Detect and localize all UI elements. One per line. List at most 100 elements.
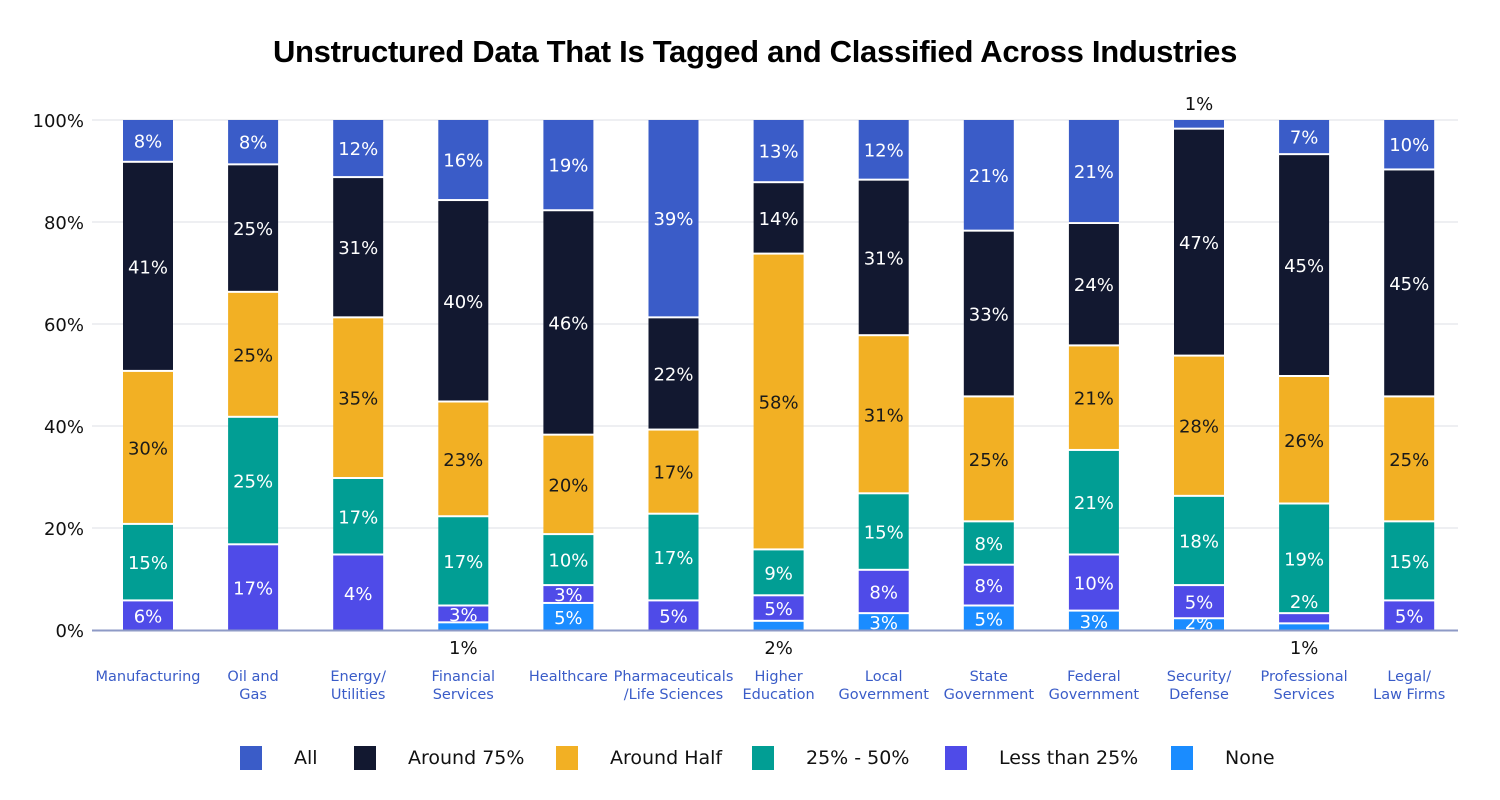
data-label: 5% [1395, 607, 1424, 628]
x-tick-label: Services [1274, 687, 1335, 703]
bar-segment-around-75- [1279, 155, 1330, 375]
data-label: 10% [1389, 135, 1429, 156]
bar-stack: 5% 17% 17% 22% 39% [648, 120, 699, 630]
data-label: 8% [975, 576, 1004, 597]
bar-segment-25-50- [1384, 522, 1435, 600]
bar-segment-around-half [333, 318, 384, 477]
data-label: 13% [759, 142, 799, 163]
bar-segment-around-half [1384, 397, 1435, 521]
bar-segment-less-than-25- [543, 586, 594, 602]
data-label: 10% [1074, 574, 1114, 595]
data-label: 4% [344, 584, 373, 605]
bar-segment-around-75- [333, 178, 384, 317]
data-label: 5% [1185, 593, 1214, 614]
data-label: 39% [653, 209, 693, 230]
bar-segment-around-75- [648, 318, 699, 429]
data-label: 21% [1074, 493, 1114, 514]
bar-segment-around-75- [963, 231, 1014, 396]
x-tick-label: Government [1049, 687, 1140, 703]
bar-segment-25-50- [1068, 450, 1119, 554]
data-label: 41% [128, 257, 168, 278]
data-label: 24% [1074, 275, 1114, 296]
data-label: 1% [1185, 94, 1214, 115]
legend-swatch [1171, 746, 1193, 770]
data-label: 25% [233, 472, 273, 493]
bar-segment-around-75- [1384, 170, 1435, 396]
legend-swatch [945, 746, 967, 770]
y-tick-label: 60% [44, 315, 84, 336]
legend-item: None [1171, 744, 1275, 772]
bar-segment-around-half [228, 292, 279, 416]
bar-segment-less-than-25- [1279, 614, 1330, 623]
bar-segment-around-half [963, 397, 1014, 521]
data-label: 3% [554, 585, 583, 606]
x-axis-labels: Manufacturing Oil and Gas Energy/Utilities F… [96, 669, 1446, 703]
x-tick-label: Utilities [331, 687, 386, 703]
x-tick-label: Law Firms [1373, 687, 1445, 703]
bar-segment-25-50- [438, 517, 489, 605]
legend-label: None [1225, 747, 1275, 769]
x-tick-label: Defense [1169, 687, 1229, 703]
data-label: 5% [659, 607, 688, 628]
x-tick-label: Government [838, 687, 929, 703]
x-tick-label: Pharmaceuticals [614, 669, 734, 685]
x-tick-label: Legal/ [1387, 669, 1431, 685]
bar-stack: 1% 3% 17% 23% 40% 16% [438, 120, 489, 659]
data-label: 19% [1284, 549, 1324, 570]
data-label: 17% [233, 579, 273, 600]
bar-segment-all [543, 120, 594, 210]
bar-segment-all [333, 120, 384, 177]
bar-segment-all [1068, 120, 1119, 222]
legend-item: Around Half [556, 744, 722, 772]
bar-stack: 17% 25% 25% 25% 8% [228, 120, 279, 630]
bar-segment-25-50- [123, 524, 173, 600]
bar-segment-around-half [1279, 377, 1330, 503]
bar-segment-none [858, 614, 909, 630]
bar-segment-less-than-25- [858, 570, 909, 613]
legend-item: Around 75% [354, 744, 524, 772]
bar-segment-less-than-25- [963, 565, 1014, 605]
data-label: 33% [969, 305, 1009, 326]
bar-segment-all [1384, 120, 1435, 169]
data-label: 3% [869, 613, 898, 634]
bar-segment-25-50- [1279, 504, 1330, 613]
data-label: 25% [1389, 450, 1429, 471]
data-label: 21% [1074, 162, 1114, 183]
data-label: 15% [128, 553, 168, 574]
data-label: 12% [338, 139, 378, 160]
x-tick-label: Education [742, 687, 814, 703]
x-tick-label: State [970, 669, 1008, 685]
legend-label: 25% - 50% [806, 747, 910, 769]
bar-segment-around-half [1068, 346, 1119, 449]
x-tick-label: Services [433, 687, 494, 703]
bar-stack: 3% 8% 15% 31% 31% 12% [858, 120, 909, 634]
bar-segment-25-50- [543, 535, 594, 585]
y-axis-ticks: 0% 20% 40% 60% 80% 100% [33, 111, 84, 642]
data-label: 25% [969, 450, 1009, 471]
data-label: 15% [1389, 552, 1429, 573]
data-label: 5% [554, 608, 583, 629]
legend-item: Less than 25% [945, 744, 1138, 772]
data-label: 15% [864, 523, 904, 544]
data-label: 2% [1185, 613, 1214, 634]
bar-segment-less-than-25- [1174, 586, 1224, 618]
data-label: 9% [764, 563, 793, 584]
y-tick-label: 40% [44, 417, 84, 438]
bar-segment-none [438, 623, 489, 630]
legend-item: 25% - 50% [752, 744, 909, 772]
bar-segment-around-75- [438, 201, 489, 401]
data-label: 40% [443, 292, 483, 313]
legend: All Around 75% Around Half 25% - 50% Less th… [0, 744, 1500, 774]
data-label: 16% [443, 151, 483, 172]
y-tick-label: 0% [55, 621, 84, 642]
legend-label: Around 75% [408, 747, 525, 769]
bar-stack: 1% 19% 2% 26% 45% 7% [1279, 120, 1330, 659]
bar-segment-none [1068, 611, 1119, 630]
data-label: 30% [128, 438, 168, 459]
bar-segment-25-50- [753, 550, 804, 595]
data-label: 28% [1179, 417, 1219, 438]
bar-stack: 4% 17% 35% 31% 12% [333, 120, 384, 630]
x-tick-label: Local [865, 669, 903, 685]
x-tick-label: Higher [754, 669, 802, 685]
data-label: 35% [338, 389, 378, 410]
